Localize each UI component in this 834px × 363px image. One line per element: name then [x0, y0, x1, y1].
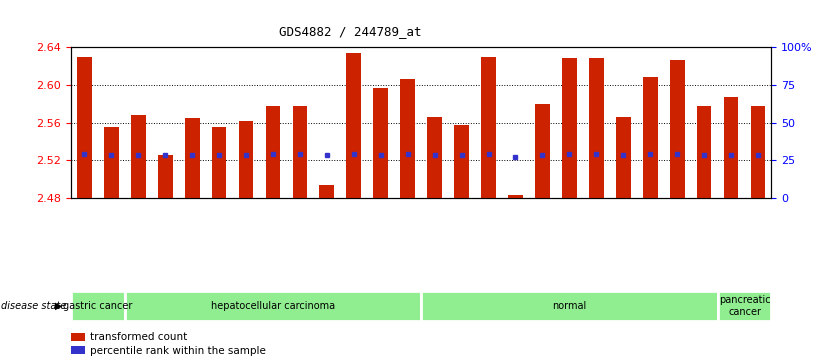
Bar	[77, 57, 92, 198]
Bar	[643, 77, 658, 198]
Bar	[670, 60, 685, 198]
Bar	[696, 106, 711, 198]
Bar	[455, 125, 469, 198]
Bar	[615, 117, 631, 198]
Bar	[589, 58, 604, 198]
Bar	[104, 127, 118, 198]
Bar	[71, 333, 85, 341]
Bar	[562, 58, 577, 198]
Bar	[535, 104, 550, 198]
Bar	[71, 291, 125, 321]
Bar	[421, 291, 717, 321]
Bar	[131, 115, 146, 198]
Text: pancreatic
cancer: pancreatic cancer	[719, 295, 771, 317]
Bar	[125, 291, 421, 321]
Bar	[751, 106, 766, 198]
Bar	[184, 118, 199, 198]
Bar	[158, 155, 173, 198]
Bar	[508, 195, 523, 198]
Bar	[71, 346, 85, 354]
Bar	[724, 97, 738, 198]
Bar	[346, 53, 361, 198]
Bar	[481, 57, 496, 198]
Bar	[400, 79, 415, 198]
Bar	[239, 121, 254, 198]
Text: gastric cancer: gastric cancer	[63, 301, 133, 311]
Bar	[717, 291, 771, 321]
Text: normal: normal	[552, 301, 586, 311]
Text: hepatocellular carcinoma: hepatocellular carcinoma	[211, 301, 335, 311]
Bar	[212, 127, 227, 198]
Text: disease state: disease state	[1, 301, 66, 311]
Bar	[319, 185, 334, 198]
Text: percentile rank within the sample: percentile rank within the sample	[90, 346, 266, 355]
Text: GDS4882 / 244789_at: GDS4882 / 244789_at	[279, 25, 422, 38]
Text: ▶: ▶	[55, 301, 63, 311]
Text: transformed count: transformed count	[90, 333, 188, 342]
Bar	[374, 88, 388, 198]
Bar	[427, 117, 442, 198]
Bar	[265, 106, 280, 198]
Bar	[293, 106, 307, 198]
